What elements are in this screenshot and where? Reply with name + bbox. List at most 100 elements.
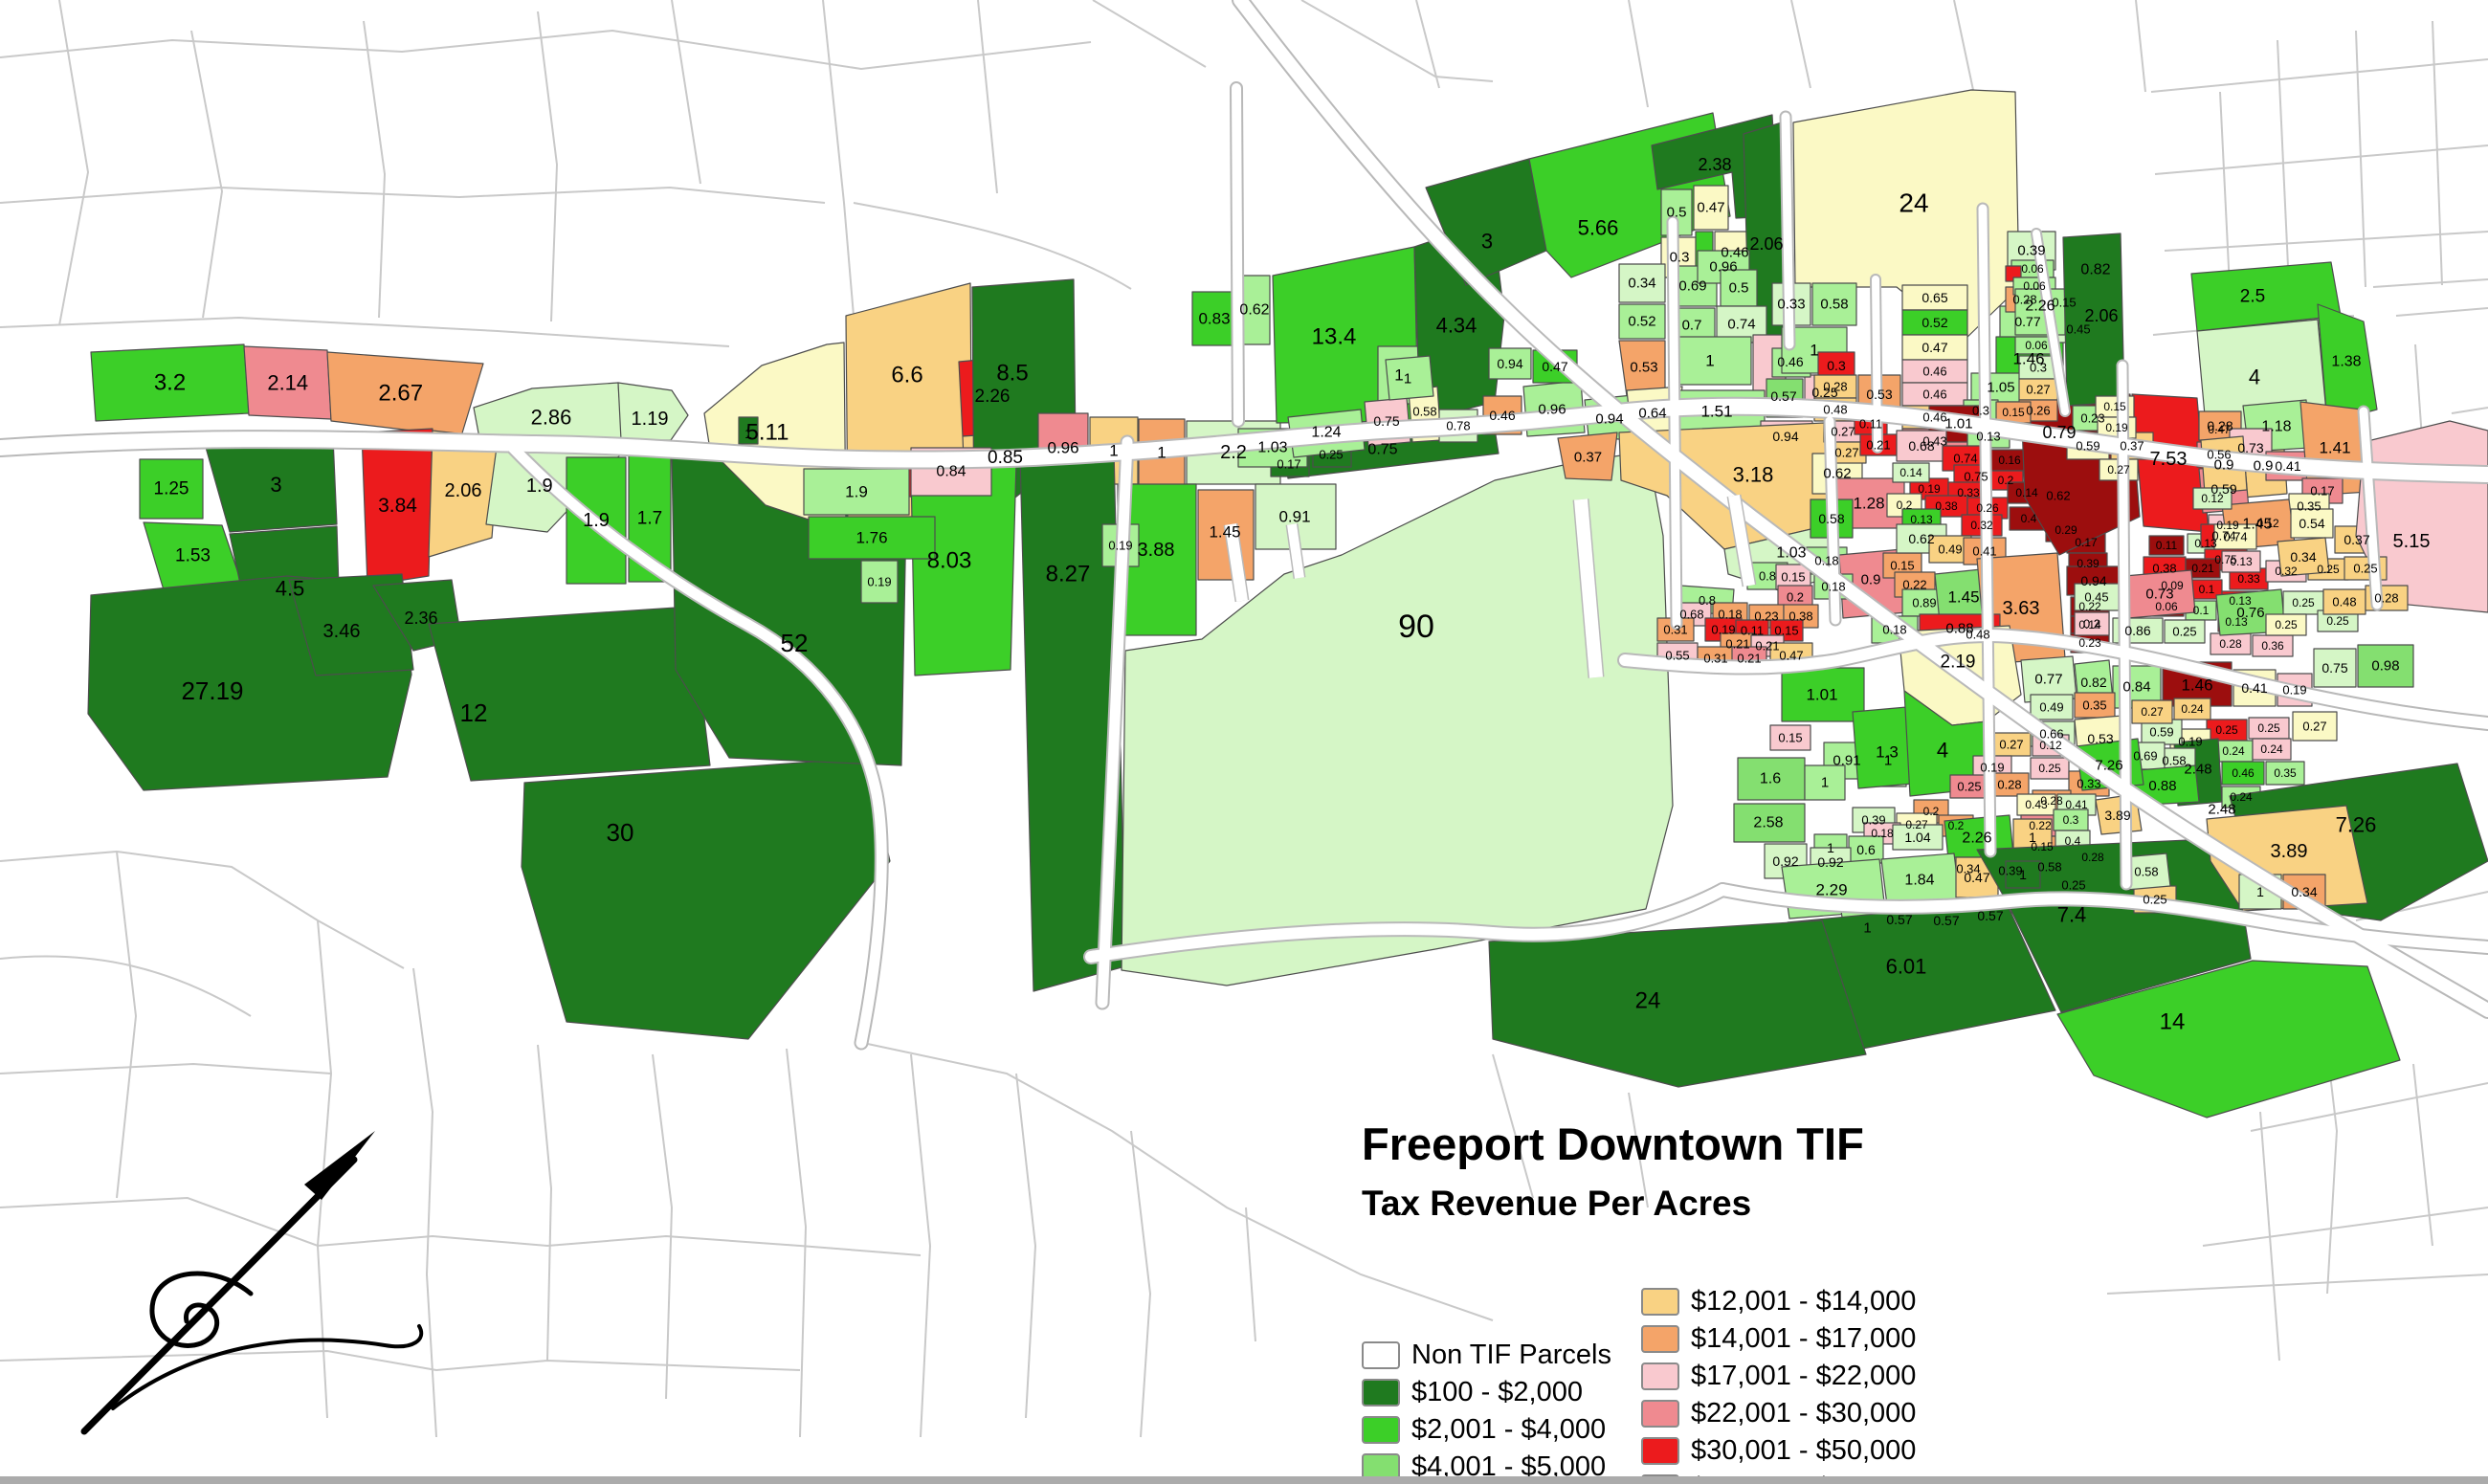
parcel-acreage-label: 0.69 xyxy=(1678,278,1706,295)
parcel-acreage-label: 0.15 xyxy=(1774,624,1798,638)
parcel-acreage-label: 3.63 xyxy=(2003,598,2040,619)
parcel-acreage-label: 0.16 xyxy=(1998,454,2021,467)
parcel-acreage-label: 1.53 xyxy=(175,545,211,565)
parcel-acreage-label: 0.3 xyxy=(2063,813,2079,827)
parcel xyxy=(803,468,910,516)
parcel xyxy=(1488,919,1867,1088)
parcel-acreage-label: 0.18 xyxy=(1814,554,1838,568)
parcel-acreage-label: 0.57 xyxy=(1977,908,2003,923)
road xyxy=(1232,83,1243,426)
parcel-acreage-label: 0.15 xyxy=(1778,731,1802,745)
parcel-acreage-label: 0.15 xyxy=(1781,570,1805,585)
parcel-acreage-label: 0.13 xyxy=(1976,430,2000,444)
parcel-acreage-label: 0.12 xyxy=(2039,739,2062,752)
parcel-acreage-label: 0.86 xyxy=(2124,623,2150,638)
non-tif-parcel-line xyxy=(2164,231,2488,252)
parcel xyxy=(2265,761,2305,786)
parcel-acreage-label: 0.75 xyxy=(1964,470,1988,484)
road xyxy=(1668,217,1681,629)
parcel-acreage-label: 0.47 xyxy=(1697,200,1724,216)
parcel-acreage-label: 0.15 xyxy=(2103,400,2126,413)
parcel xyxy=(1557,432,1618,481)
road xyxy=(1825,416,1840,625)
parcel-acreage-label: 0.3 xyxy=(1827,358,1846,373)
parcel-acreage-label: 0.3 xyxy=(2030,361,2047,375)
legend-column-left: Non TIF Parcels $100 - $2,000 $2,001 - $4,… xyxy=(1362,1337,1636,1484)
alley xyxy=(1225,523,1248,602)
parcel-acreage-label: 0.13 xyxy=(2230,555,2253,568)
parcel-acreage-label: 0.74 xyxy=(1727,317,1755,333)
parcel-acreage-label: 0.25 xyxy=(1319,448,1343,462)
parcel-acreage-label: 0.58 xyxy=(2037,860,2061,875)
parcel-acreage-label: 2.29 xyxy=(1815,881,1847,899)
parcel-acreage-label: 0.46 xyxy=(1922,410,1946,425)
road xyxy=(1619,629,2488,729)
parcel-acreage-label: 0.22 xyxy=(2078,600,2101,613)
road xyxy=(2359,407,2382,609)
parcel-acreage-label: 0.58 xyxy=(1412,405,1436,419)
parcel-acreage-label: 0.9 xyxy=(2254,458,2274,475)
parcel-acreage-label: 1.38 xyxy=(2331,354,2361,370)
parcel-acreage-label: 0.46 xyxy=(1922,365,1946,379)
parcel-acreage-label: 2.19 xyxy=(1941,653,1976,673)
parcel-acreage-label: 1 xyxy=(1157,444,1166,462)
parcel-acreage-label: 1.25 xyxy=(154,479,189,499)
parcel-acreage-label: 1 xyxy=(2019,867,2027,882)
parcel-acreage-label: 0.19 xyxy=(2105,421,2128,434)
parcel-acreage-label: 0.28 xyxy=(2219,637,2242,651)
parcel xyxy=(361,428,433,587)
road xyxy=(1233,0,2488,1017)
parcel-acreage-label: 0.35 xyxy=(2297,499,2321,514)
parcel-acreage-label: 0.37 xyxy=(2344,532,2369,547)
non-tif-parcel-line xyxy=(1015,1073,1037,1419)
non-tif-parcel-line xyxy=(910,1053,932,1438)
parcel-acreage-label: 0.5 xyxy=(1667,205,1687,221)
parcel-acreage-label: 0.22 xyxy=(1902,578,1926,592)
parcel-acreage-label: 0.28 xyxy=(2374,591,2398,606)
parcel-acreage-label: 1.46 xyxy=(2012,350,2044,368)
parcel-acreage-label: 30 xyxy=(607,818,634,847)
alley xyxy=(1728,494,1755,587)
parcel-acreage-label: 0.19 xyxy=(2216,519,2239,532)
parcel-acreage-label: 0.58 xyxy=(2134,865,2158,879)
parcel-acreage-label: 0.25 xyxy=(2143,893,2166,907)
parcel-acreage-label: 6.01 xyxy=(1886,955,1927,979)
parcel-acreage-label: 0.62 xyxy=(1908,531,1934,546)
parcel-acreage-label: 0.83 xyxy=(1198,310,1230,328)
parcel-acreage-label: 0.15 xyxy=(2052,296,2076,310)
parcel-acreage-label: 0.65 xyxy=(1922,290,1947,305)
parcel-acreage-label: 0.31 xyxy=(1703,652,1727,666)
parcel xyxy=(1488,347,1532,380)
parcel xyxy=(1781,667,1865,722)
parcel-acreage-label: 2.5 xyxy=(2240,287,2265,307)
parcel-acreage-label: 0.15 xyxy=(1890,559,1914,573)
parcel-acreage-label: 0.9 xyxy=(2214,457,2234,474)
non-tif-parcel-line xyxy=(2372,278,2488,288)
parcel-acreage-label: 0.8 xyxy=(1759,569,1776,584)
legend-item-label: $22,001 - $30,000 xyxy=(1691,1398,1917,1429)
parcel-acreage-label: 8.03 xyxy=(927,548,972,574)
parcel-acreage-label: 2.26 xyxy=(975,387,1011,407)
parcel-acreage-label: 0.43 xyxy=(2025,798,2048,811)
parcel-acreage-label: 0.29 xyxy=(2055,523,2077,537)
parcel-acreage-label: 2.06 xyxy=(2084,306,2118,325)
parcel-acreage-label: 1.7 xyxy=(637,509,662,529)
legend-item: $100 - $2,000 xyxy=(1362,1374,1636,1411)
parcel-acreage-label: 3 xyxy=(270,473,281,497)
parcel-acreage-label: 0.17 xyxy=(2310,484,2334,498)
parcel-acreage-label: 0.21 xyxy=(1725,637,1749,652)
parcel xyxy=(1191,291,1237,346)
parcel-acreage-label: 0.11 xyxy=(1859,417,1882,432)
parcel-acreage-label: 0.06 xyxy=(2021,262,2044,276)
parcel-acreage-label: 3.89 xyxy=(2104,808,2130,823)
parcel xyxy=(1668,336,1752,386)
parcel-acreage-label: 0.47 xyxy=(1922,340,1947,355)
parcel-acreage-label: 0.48 xyxy=(1966,628,1989,642)
non-tif-parcel-line xyxy=(0,1349,801,1372)
north-arrow-head-icon xyxy=(304,1131,375,1200)
parcel-acreage-label: 3.88 xyxy=(1138,540,1175,561)
parcel xyxy=(2056,960,2401,1119)
legend-item-label: $14,001 - $17,000 xyxy=(1691,1323,1917,1354)
parcel-acreage-label: 8.27 xyxy=(1046,562,1091,587)
legend-swatch-icon xyxy=(1641,1288,1679,1316)
